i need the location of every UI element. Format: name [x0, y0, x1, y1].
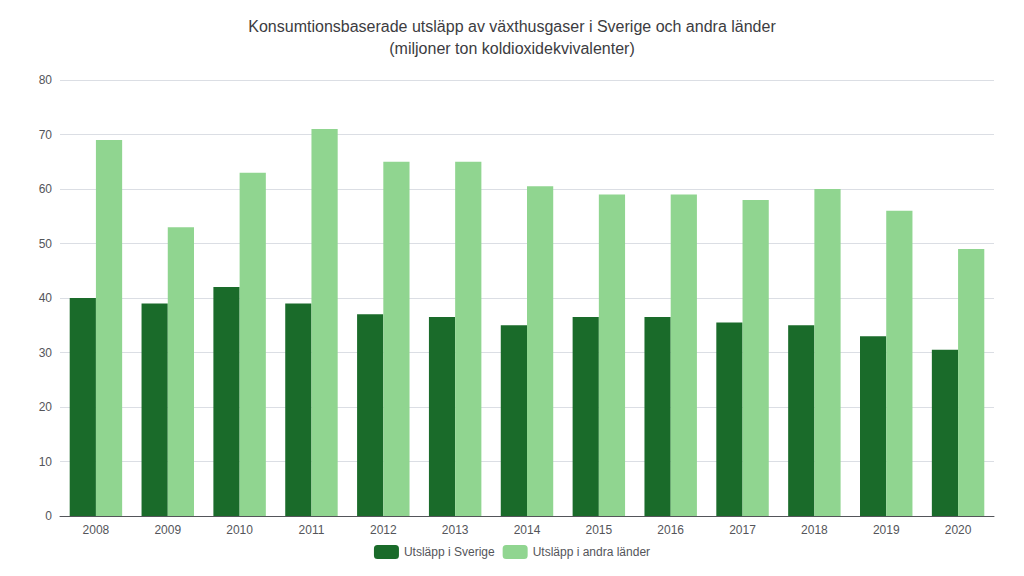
- svg-text:2020: 2020: [945, 523, 972, 537]
- svg-text:2011: 2011: [299, 523, 325, 537]
- svg-text:2010: 2010: [226, 523, 253, 537]
- svg-text:2017: 2017: [729, 523, 756, 537]
- svg-text:10: 10: [39, 455, 53, 469]
- svg-text:2008: 2008: [83, 523, 110, 537]
- svg-text:2016: 2016: [657, 523, 684, 537]
- svg-text:60: 60: [39, 182, 53, 196]
- svg-text:50: 50: [39, 237, 53, 251]
- svg-text:2019: 2019: [873, 523, 900, 537]
- svg-text:2014: 2014: [514, 523, 541, 537]
- svg-text:30: 30: [39, 346, 53, 360]
- svg-text:0: 0: [45, 509, 52, 523]
- svg-text:2012: 2012: [370, 523, 397, 537]
- svg-text:2015: 2015: [585, 523, 612, 537]
- svg-text:2013: 2013: [442, 523, 469, 537]
- svg-text:70: 70: [39, 128, 53, 142]
- svg-text:(miljoner ton koldioxidekvival: (miljoner ton koldioxidekvivalenter): [389, 40, 634, 57]
- svg-text:Konsumtionsbaserade utsläpp av: Konsumtionsbaserade utsläpp av växthusga…: [248, 18, 776, 35]
- svg-text:2009: 2009: [154, 523, 181, 537]
- svg-text:20: 20: [39, 400, 53, 414]
- svg-text:Utsläpp i Sverige: Utsläpp i Sverige: [404, 545, 495, 559]
- svg-text:40: 40: [39, 291, 53, 305]
- svg-text:Utsläpp i andra länder: Utsläpp i andra länder: [533, 545, 650, 559]
- svg-text:2018: 2018: [801, 523, 828, 537]
- svg-text:80: 80: [39, 73, 53, 87]
